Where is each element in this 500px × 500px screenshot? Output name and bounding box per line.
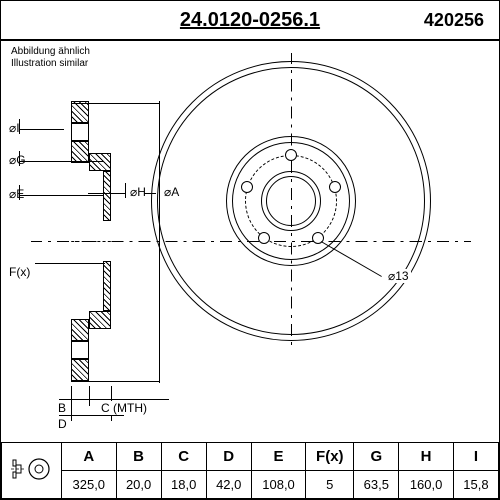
- dim-B: B: [56, 401, 68, 415]
- hub-flange-bot: [103, 261, 111, 311]
- drawing-area: ⌀I ⌀G ⌀E ⌀H ⌀A F(x) B C (MTH) D: [1, 41, 499, 401]
- dim-C-line: [89, 399, 169, 400]
- disc-icon: [9, 458, 54, 480]
- vent-bot: [71, 341, 89, 359]
- drawing-frame: 24.0120-0256.1 420256 Abbildung ähnlich …: [0, 0, 500, 500]
- cell-value: 63,5: [354, 471, 399, 499]
- cell-value: 325,0: [62, 471, 117, 499]
- col-header: I: [453, 443, 498, 471]
- bolt-hole: [241, 181, 253, 193]
- dim-F: F(x): [7, 265, 32, 279]
- section-top-inner: [71, 141, 89, 163]
- col-header: B: [116, 443, 161, 471]
- bolt-hole: [285, 149, 297, 161]
- section-bot-outer: [71, 359, 89, 381]
- dim-D: D: [56, 417, 69, 431]
- dim-G-arrow: [19, 161, 104, 162]
- col-header: C: [161, 443, 206, 471]
- cell-value: 160,0: [399, 471, 454, 499]
- dim-E-line: [19, 185, 20, 200]
- dim-G: ⌀G: [7, 153, 28, 167]
- col-header: E: [251, 443, 306, 471]
- section-top-outer: [71, 101, 89, 123]
- dim-A-ext-bot: [71, 381, 159, 382]
- dim-G-line: [19, 151, 20, 166]
- dim-H: ⌀H: [128, 185, 148, 199]
- table-header-row: A B C D E F(x) G H I: [2, 443, 499, 471]
- bolt-hole: [329, 181, 341, 193]
- hub-top: [89, 153, 111, 171]
- cell-value: 18,0: [161, 471, 206, 499]
- dimension-table: A B C D E F(x) G H I 325,0 20,0 18,0 42,…: [1, 442, 499, 499]
- dim-A-ext-top: [71, 103, 159, 104]
- side-centerline: [66, 241, 116, 242]
- col-header: D: [206, 443, 251, 471]
- section-bot-inner: [71, 319, 89, 341]
- dim-H-arrow-l: [88, 193, 126, 194]
- col-header: A: [62, 443, 117, 471]
- hub-bot: [89, 311, 111, 329]
- dim-F-arrow: [35, 263, 105, 264]
- dim-C: C (MTH): [99, 401, 149, 415]
- dim-H-line: [125, 183, 126, 198]
- table-value-row: 325,0 20,0 18,0 42,0 108,0 5 63,5 160,0 …: [2, 471, 499, 499]
- header-bar: 24.0120-0256.1 420256: [1, 1, 499, 41]
- dim-E-arrow: [19, 195, 104, 196]
- part-number: 24.0120-0256.1: [180, 9, 320, 32]
- dim-D-line: [59, 415, 124, 416]
- dim-I-arrow: [19, 129, 64, 130]
- cell-value: 108,0: [251, 471, 306, 499]
- cell-value: 15,8: [453, 471, 498, 499]
- cell-value: 5: [306, 471, 354, 499]
- cell-value: 20,0: [116, 471, 161, 499]
- disc-icon-cell: [2, 443, 62, 499]
- dim-bolt: ⌀13: [386, 269, 411, 283]
- dim-I-line: [19, 119, 20, 134]
- dim-ext-2: [89, 386, 90, 406]
- col-header: H: [399, 443, 454, 471]
- short-code: 420256: [424, 10, 484, 31]
- hub-flange-top: [103, 171, 111, 221]
- col-header: F(x): [306, 443, 354, 471]
- col-header: G: [354, 443, 399, 471]
- bolt-hole: [258, 232, 270, 244]
- cell-value: 42,0: [206, 471, 251, 499]
- dim-E: ⌀E: [7, 187, 26, 201]
- vent-top: [71, 123, 89, 141]
